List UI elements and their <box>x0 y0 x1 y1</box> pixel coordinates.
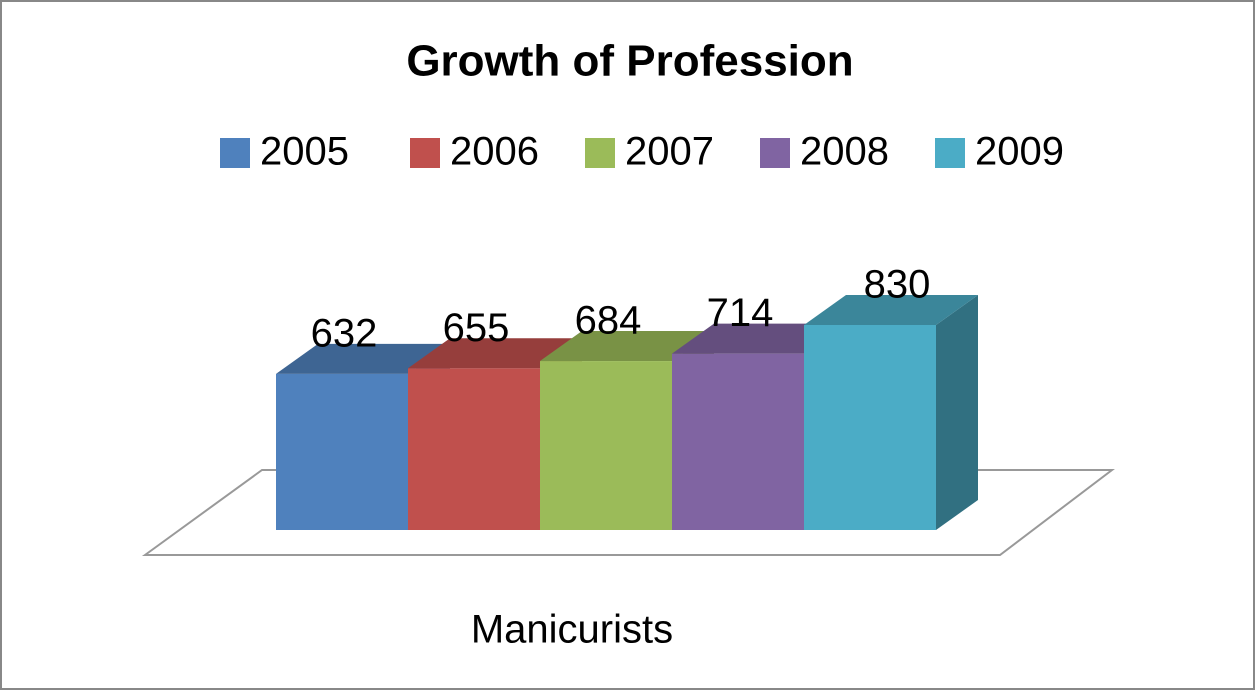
x-tick-label: Manicurists <box>471 608 673 652</box>
chart-title: Growth of Profession <box>406 37 853 86</box>
bar-top <box>804 295 978 325</box>
legend-label: 2009 <box>975 130 1064 174</box>
legend-swatch <box>410 138 440 168</box>
bar <box>672 353 804 530</box>
bar-side <box>936 295 978 530</box>
legend-swatch <box>760 138 790 168</box>
legend-label: 2005 <box>260 130 349 174</box>
bar <box>408 368 540 530</box>
bar-top <box>276 343 450 374</box>
data-label: 714 <box>707 291 774 335</box>
bar <box>540 361 672 530</box>
data-label: 830 <box>864 263 931 307</box>
bar <box>276 373 408 530</box>
bar-top <box>540 331 714 362</box>
legend-label: 2006 <box>450 130 539 174</box>
legend-swatch <box>585 138 615 168</box>
bar-top <box>672 323 846 354</box>
data-label: 655 <box>443 306 510 350</box>
data-label: 684 <box>575 299 642 343</box>
legend-label: 2008 <box>800 130 889 174</box>
legend-swatch <box>220 138 250 168</box>
bar <box>804 325 936 530</box>
data-label: 632 <box>311 311 378 355</box>
legend-swatch <box>935 138 965 168</box>
legend-label: 2007 <box>625 130 714 174</box>
bar-top <box>408 338 582 369</box>
